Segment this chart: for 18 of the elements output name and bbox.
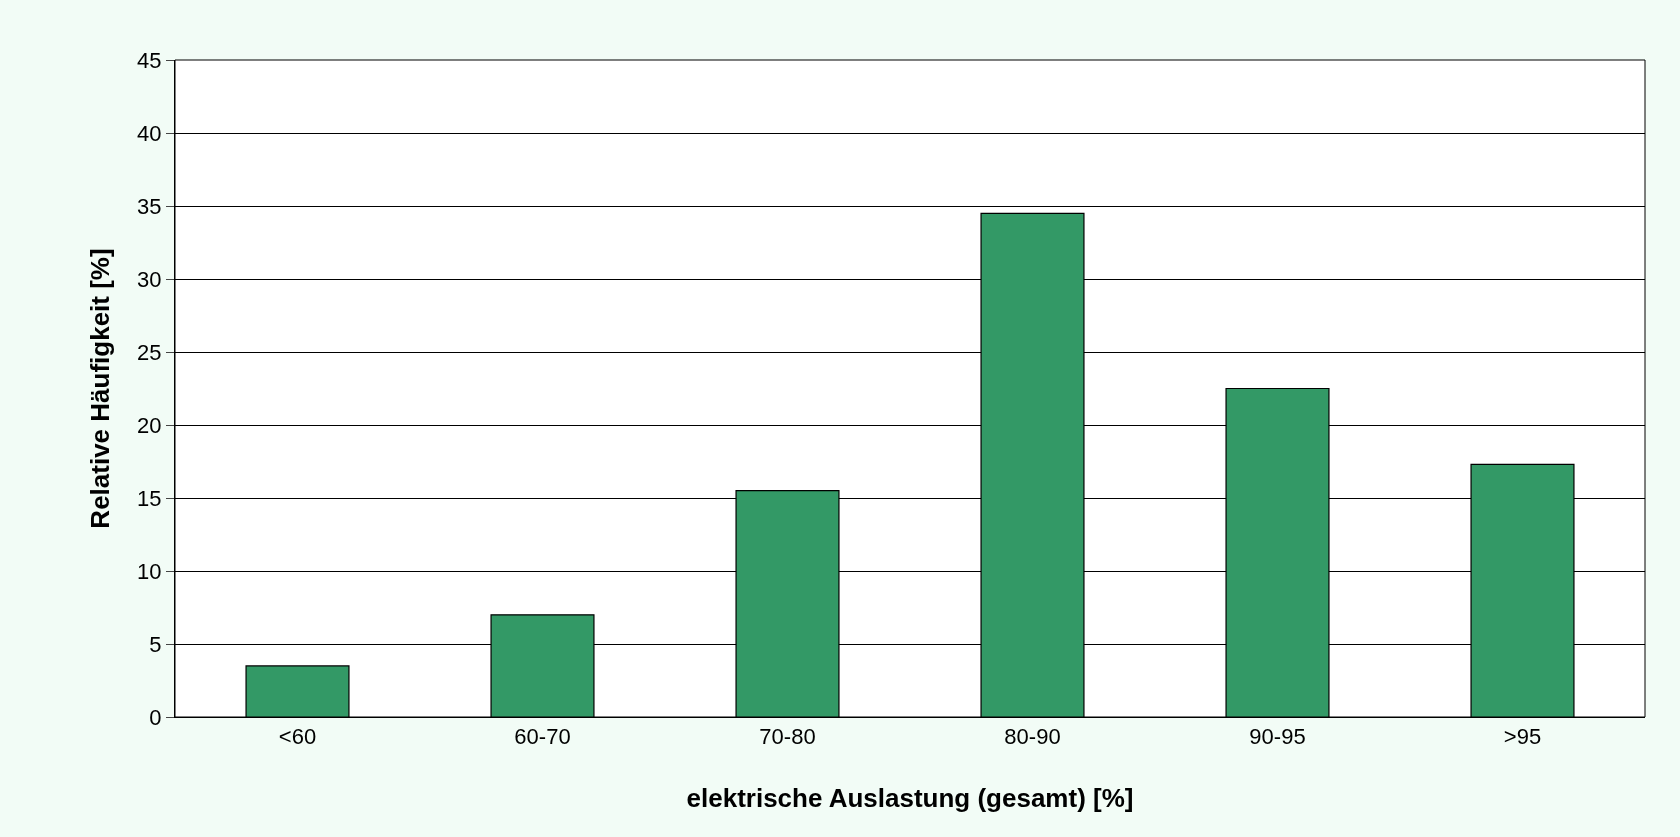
x-tick-label: 90-95 <box>1249 724 1306 750</box>
y-tick-label: 5 <box>149 631 162 657</box>
y-tick-label: 35 <box>137 193 162 219</box>
x-tick-label: 60-70 <box>514 724 571 750</box>
x-tick-label: >95 <box>1503 724 1542 750</box>
y-tick-label: 15 <box>137 485 162 511</box>
x-tick-label: 70-80 <box>759 724 816 750</box>
y-tick-label: 25 <box>137 339 162 365</box>
x-tick-label: 80-90 <box>1004 724 1061 750</box>
y-tick-label: 20 <box>137 412 162 438</box>
y-axis-title: Relative Häufigkeit [%] <box>84 248 115 529</box>
y-tick-label: 0 <box>149 704 162 730</box>
x-axis-title: elektrische Auslastung (gesamt) [%] <box>686 783 1134 814</box>
y-tick-label: 10 <box>137 558 162 584</box>
y-tick-label: 40 <box>137 120 162 146</box>
y-tick-label: 45 <box>137 47 162 73</box>
y-tick-label: 30 <box>137 266 162 292</box>
x-tick-label: <60 <box>278 724 317 750</box>
